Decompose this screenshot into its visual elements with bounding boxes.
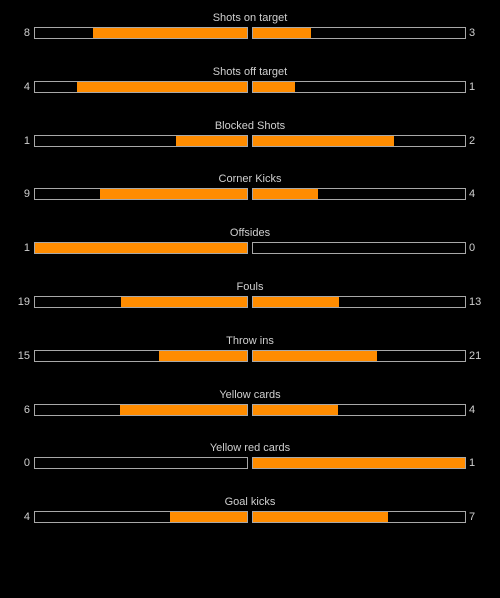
away-value: 21	[469, 350, 482, 362]
stat-label: Blocked Shots	[214, 120, 286, 132]
away-value: 1	[469, 81, 476, 93]
home-bar-fill	[120, 405, 247, 415]
away-value: 13	[469, 296, 482, 308]
home-value: 19	[17, 296, 30, 308]
stat-row-blocked-shots: Blocked Shots 1 2	[0, 114, 500, 154]
away-bar-fill	[253, 82, 295, 92]
away-value: 1	[469, 457, 476, 469]
home-bar	[34, 511, 248, 523]
home-bar-fill	[121, 297, 247, 307]
home-bar	[34, 188, 248, 200]
away-bar	[252, 81, 466, 93]
away-bar-fill	[253, 297, 339, 307]
stat-label: Goal kicks	[224, 496, 276, 508]
stat-label: Offsides	[229, 227, 271, 239]
stat-row-goal-kicks: Goal kicks 4 7	[0, 490, 500, 530]
away-bar-fill	[253, 458, 465, 468]
home-bar	[34, 27, 248, 39]
home-value: 9	[23, 188, 30, 200]
home-bar-fill	[93, 28, 247, 38]
stat-row-fouls: Fouls 19 13	[0, 275, 500, 315]
home-bar-fill	[170, 512, 247, 522]
home-bar-fill	[35, 243, 247, 253]
stat-label: Corner Kicks	[218, 173, 282, 185]
home-bar	[34, 81, 248, 93]
stat-row-yellow-cards: Yellow cards 6 4	[0, 383, 500, 423]
away-bar	[252, 27, 466, 39]
home-bar-fill	[159, 351, 247, 361]
away-bar-fill	[253, 351, 377, 361]
home-value: 4	[23, 81, 30, 93]
home-bar	[34, 296, 248, 308]
away-value: 7	[469, 511, 476, 523]
away-bar-fill	[253, 189, 318, 199]
home-bar	[34, 350, 248, 362]
away-bar	[252, 135, 466, 147]
home-value: 6	[23, 404, 30, 416]
home-value: 8	[23, 27, 30, 39]
stat-row-corner-kicks: Corner Kicks 9 4	[0, 167, 500, 207]
away-bar-fill	[253, 136, 394, 146]
home-bar-fill	[176, 136, 247, 146]
stat-row-throw-ins: Throw ins 15 21	[0, 329, 500, 369]
stat-label: Yellow cards	[219, 389, 281, 401]
home-bar	[34, 242, 248, 254]
away-bar	[252, 242, 466, 254]
away-bar-fill	[253, 512, 388, 522]
away-value: 0	[469, 242, 476, 254]
away-value: 4	[469, 404, 476, 416]
home-bar	[34, 457, 248, 469]
stat-label: Yellow red cards	[209, 442, 291, 454]
away-bar	[252, 188, 466, 200]
away-bar	[252, 457, 466, 469]
home-value: 15	[17, 350, 30, 362]
stat-label: Shots on target	[212, 12, 288, 24]
away-bar	[252, 511, 466, 523]
away-bar	[252, 404, 466, 416]
stat-label: Shots off target	[212, 66, 288, 78]
away-bar	[252, 350, 466, 362]
stat-label: Throw ins	[226, 335, 274, 347]
stat-row-offsides: Offsides 1 0	[0, 221, 500, 261]
away-value: 3	[469, 27, 476, 39]
home-value: 1	[23, 242, 30, 254]
home-bar	[34, 135, 248, 147]
stat-row-shots-off-target: Shots off target 4 1	[0, 60, 500, 100]
away-bar	[252, 296, 466, 308]
home-value: 4	[23, 511, 30, 523]
away-bar-fill	[253, 28, 311, 38]
home-value: 1	[23, 135, 30, 147]
stat-row-yellow-red-cards: Yellow red cards 0 1	[0, 436, 500, 476]
away-value: 2	[469, 135, 476, 147]
home-bar-fill	[100, 189, 247, 199]
home-bar	[34, 404, 248, 416]
stat-label: Fouls	[236, 281, 264, 293]
home-value: 0	[23, 457, 30, 469]
stat-row-shots-on-target: Shots on target 8 3	[0, 6, 500, 46]
away-bar-fill	[253, 405, 338, 415]
home-bar-fill	[77, 82, 247, 92]
away-value: 4	[469, 188, 476, 200]
